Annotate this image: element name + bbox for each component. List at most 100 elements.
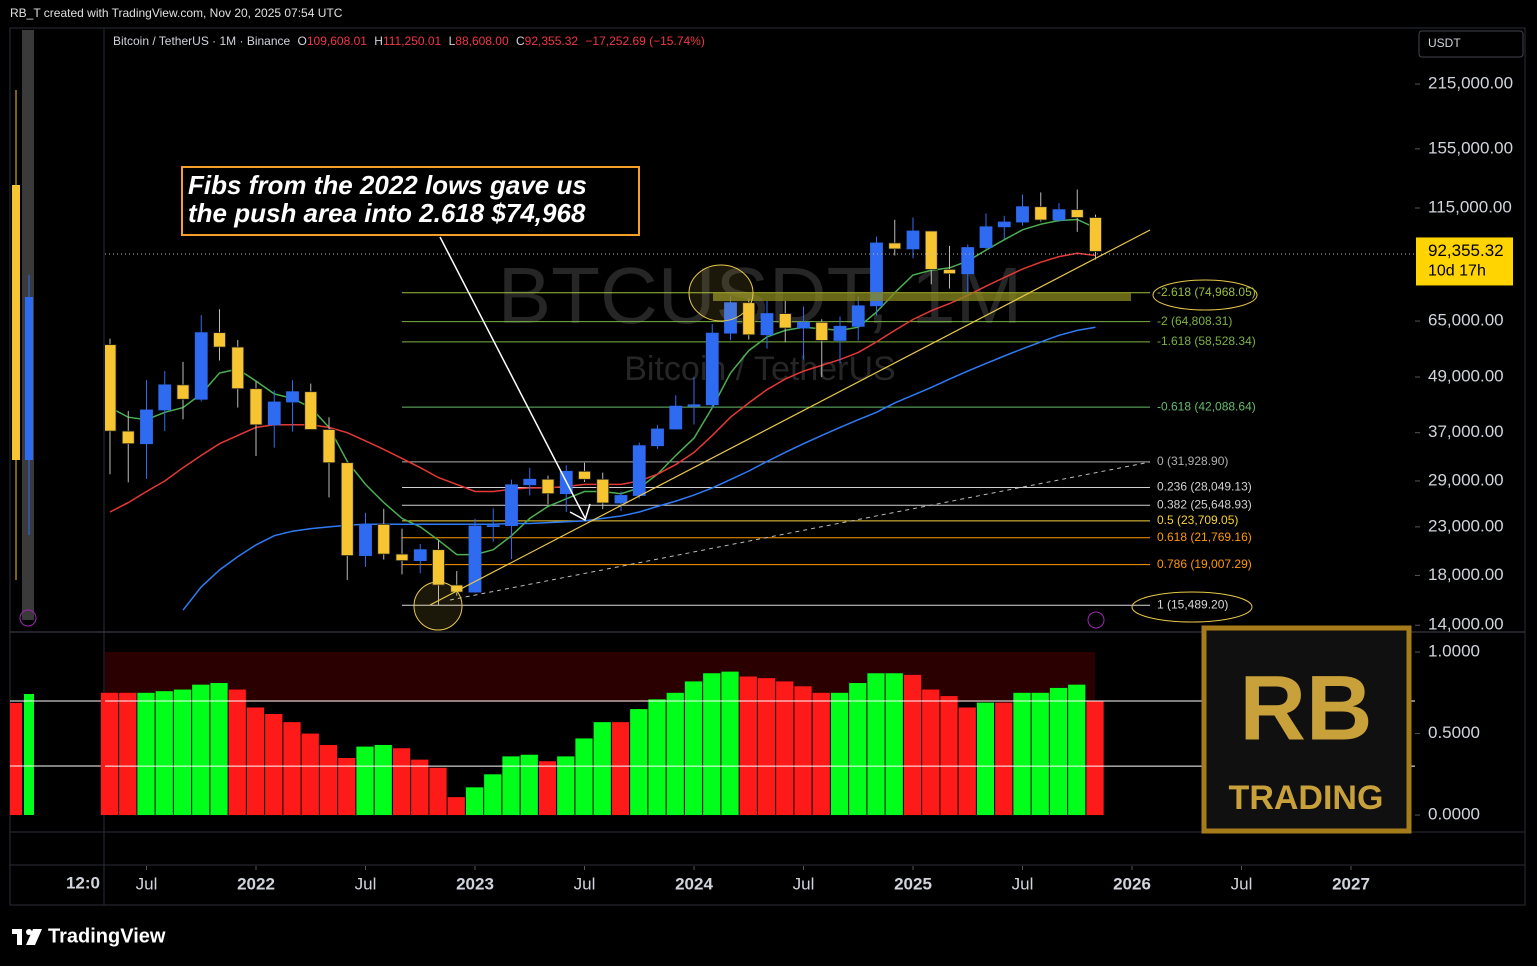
- currency-label[interactable]: USDT: [1428, 36, 1461, 50]
- candle-body: [979, 226, 993, 248]
- candle-body: [286, 391, 299, 403]
- zone-box: [713, 292, 1131, 301]
- candle-body: [1089, 217, 1102, 252]
- candle-body: [596, 478, 610, 504]
- candle-body: [906, 230, 920, 250]
- osc-bar: [1031, 692, 1049, 816]
- plot-area: [105, 189, 1150, 611]
- currency-button[interactable]: [1418, 30, 1524, 58]
- legend-key: L: [449, 34, 456, 48]
- candle-body: [632, 445, 646, 496]
- candle-body: [304, 391, 318, 430]
- mini-candle: [12, 185, 20, 460]
- osc-bar: [830, 692, 849, 816]
- last-price-label: 92,355.32: [1428, 241, 1504, 260]
- osc-bar: [1049, 687, 1068, 816]
- highlight-circle: [413, 581, 463, 631]
- candle-body: [121, 430, 135, 445]
- candle-body: [1016, 206, 1029, 223]
- candle-body: [395, 553, 409, 562]
- x-tick-label: Jul: [136, 874, 158, 893]
- candle-body: [468, 525, 482, 593]
- arrow-head: [569, 503, 591, 522]
- fib-label: 0.236 (28,049.13): [1157, 480, 1252, 494]
- candle-body: [1034, 206, 1048, 221]
- legend-value: 88,608.00: [455, 34, 509, 48]
- x-tick-label: 2026: [1113, 874, 1151, 893]
- y-tick-label: 29,000.00: [1428, 470, 1504, 489]
- dashed-line: [449, 461, 1151, 601]
- y-tick-label: 65,000.00: [1428, 311, 1504, 330]
- event-icon[interactable]: [19, 609, 37, 627]
- mini-osc-bar: [24, 694, 34, 815]
- candle-body: [815, 321, 829, 341]
- logo-text: TRADING: [1229, 779, 1384, 817]
- osc-bar: [995, 702, 1013, 816]
- x-tick-label: 2025: [894, 874, 932, 893]
- moving-average: [182, 326, 1096, 611]
- highlight-ellipse: [1131, 591, 1253, 623]
- x-tick-label: 2023: [456, 874, 494, 893]
- header-text: RB_T created with TradingView.com, Nov 2…: [10, 6, 343, 20]
- osc-bar: [666, 692, 684, 816]
- candle-body: [322, 429, 336, 464]
- fib-label: -1.618 (58,528.34): [1157, 334, 1256, 348]
- y-tick-label: 18,000.00: [1428, 565, 1504, 584]
- osc-bar: [374, 744, 392, 816]
- fib-label: -0.618 (42,088.64): [1157, 399, 1256, 413]
- legend-value: 109,608.01: [307, 34, 367, 48]
- logo-frame: [1201, 625, 1412, 834]
- osc-bar: [903, 674, 922, 816]
- trend-line: [429, 229, 1151, 606]
- candle-body: [705, 332, 719, 406]
- candle-body: [924, 230, 938, 270]
- y-tick-label: 215,000.00: [1428, 74, 1513, 93]
- logo-monogram: RB: [1240, 657, 1373, 759]
- osc-bar: [210, 683, 228, 816]
- candle-body: [1070, 209, 1084, 218]
- y-tick-label: 49,000.00: [1428, 367, 1504, 386]
- candle-body: [105, 344, 117, 432]
- annotation-box: [181, 166, 640, 236]
- annotation-line: Fibs from the 2022 lows gave us: [188, 170, 587, 200]
- fib-label: -2 (64,808.31): [1157, 314, 1232, 328]
- legend-value: 111,250.01: [383, 34, 442, 48]
- candle-body: [760, 313, 774, 336]
- osc-bar: [958, 707, 976, 816]
- osc-bar: [557, 756, 575, 816]
- osc-bar: [155, 691, 173, 816]
- x-tick-label: 2022: [237, 874, 275, 893]
- candle-body: [778, 313, 792, 329]
- osc-bar: [411, 759, 429, 816]
- x-tick-label: Jul: [574, 874, 596, 893]
- y-tick-label: 14,000.00: [1428, 615, 1504, 634]
- y-tick-label: 155,000.00: [1428, 138, 1513, 157]
- osc-bar: [776, 681, 794, 816]
- osc-bar: [630, 709, 648, 816]
- y-tick-label: 0.0000: [1428, 805, 1480, 824]
- osc-bar: [392, 748, 411, 816]
- candle-body: [486, 525, 500, 527]
- fib-label: 0 (31,928.90): [1157, 454, 1228, 468]
- osc-bar: [611, 722, 630, 816]
- legend-change: −17,252.69 (−15.74%): [585, 34, 704, 48]
- event-icon[interactable]: [1087, 611, 1105, 629]
- frame: [9, 27, 1526, 906]
- osc-bar: [1013, 692, 1031, 816]
- x-tick-label: Jul: [1231, 874, 1253, 893]
- x-tick-label: 2027: [1332, 874, 1370, 893]
- x-tick-label: 2024: [675, 874, 713, 893]
- osc-bar: [265, 713, 283, 816]
- footer-icon: [26, 929, 32, 935]
- fib-label: 0.786 (19,007.29): [1157, 557, 1252, 571]
- highlight-circle: [688, 264, 754, 322]
- candle-body: [377, 523, 391, 555]
- legend-key: O: [298, 34, 307, 48]
- candle-body: [267, 401, 281, 426]
- osc-bar: [119, 692, 137, 816]
- fib-label: 0.382 (25,648.93): [1157, 497, 1252, 511]
- candle-body: [797, 321, 810, 329]
- osc-bar: [356, 746, 374, 816]
